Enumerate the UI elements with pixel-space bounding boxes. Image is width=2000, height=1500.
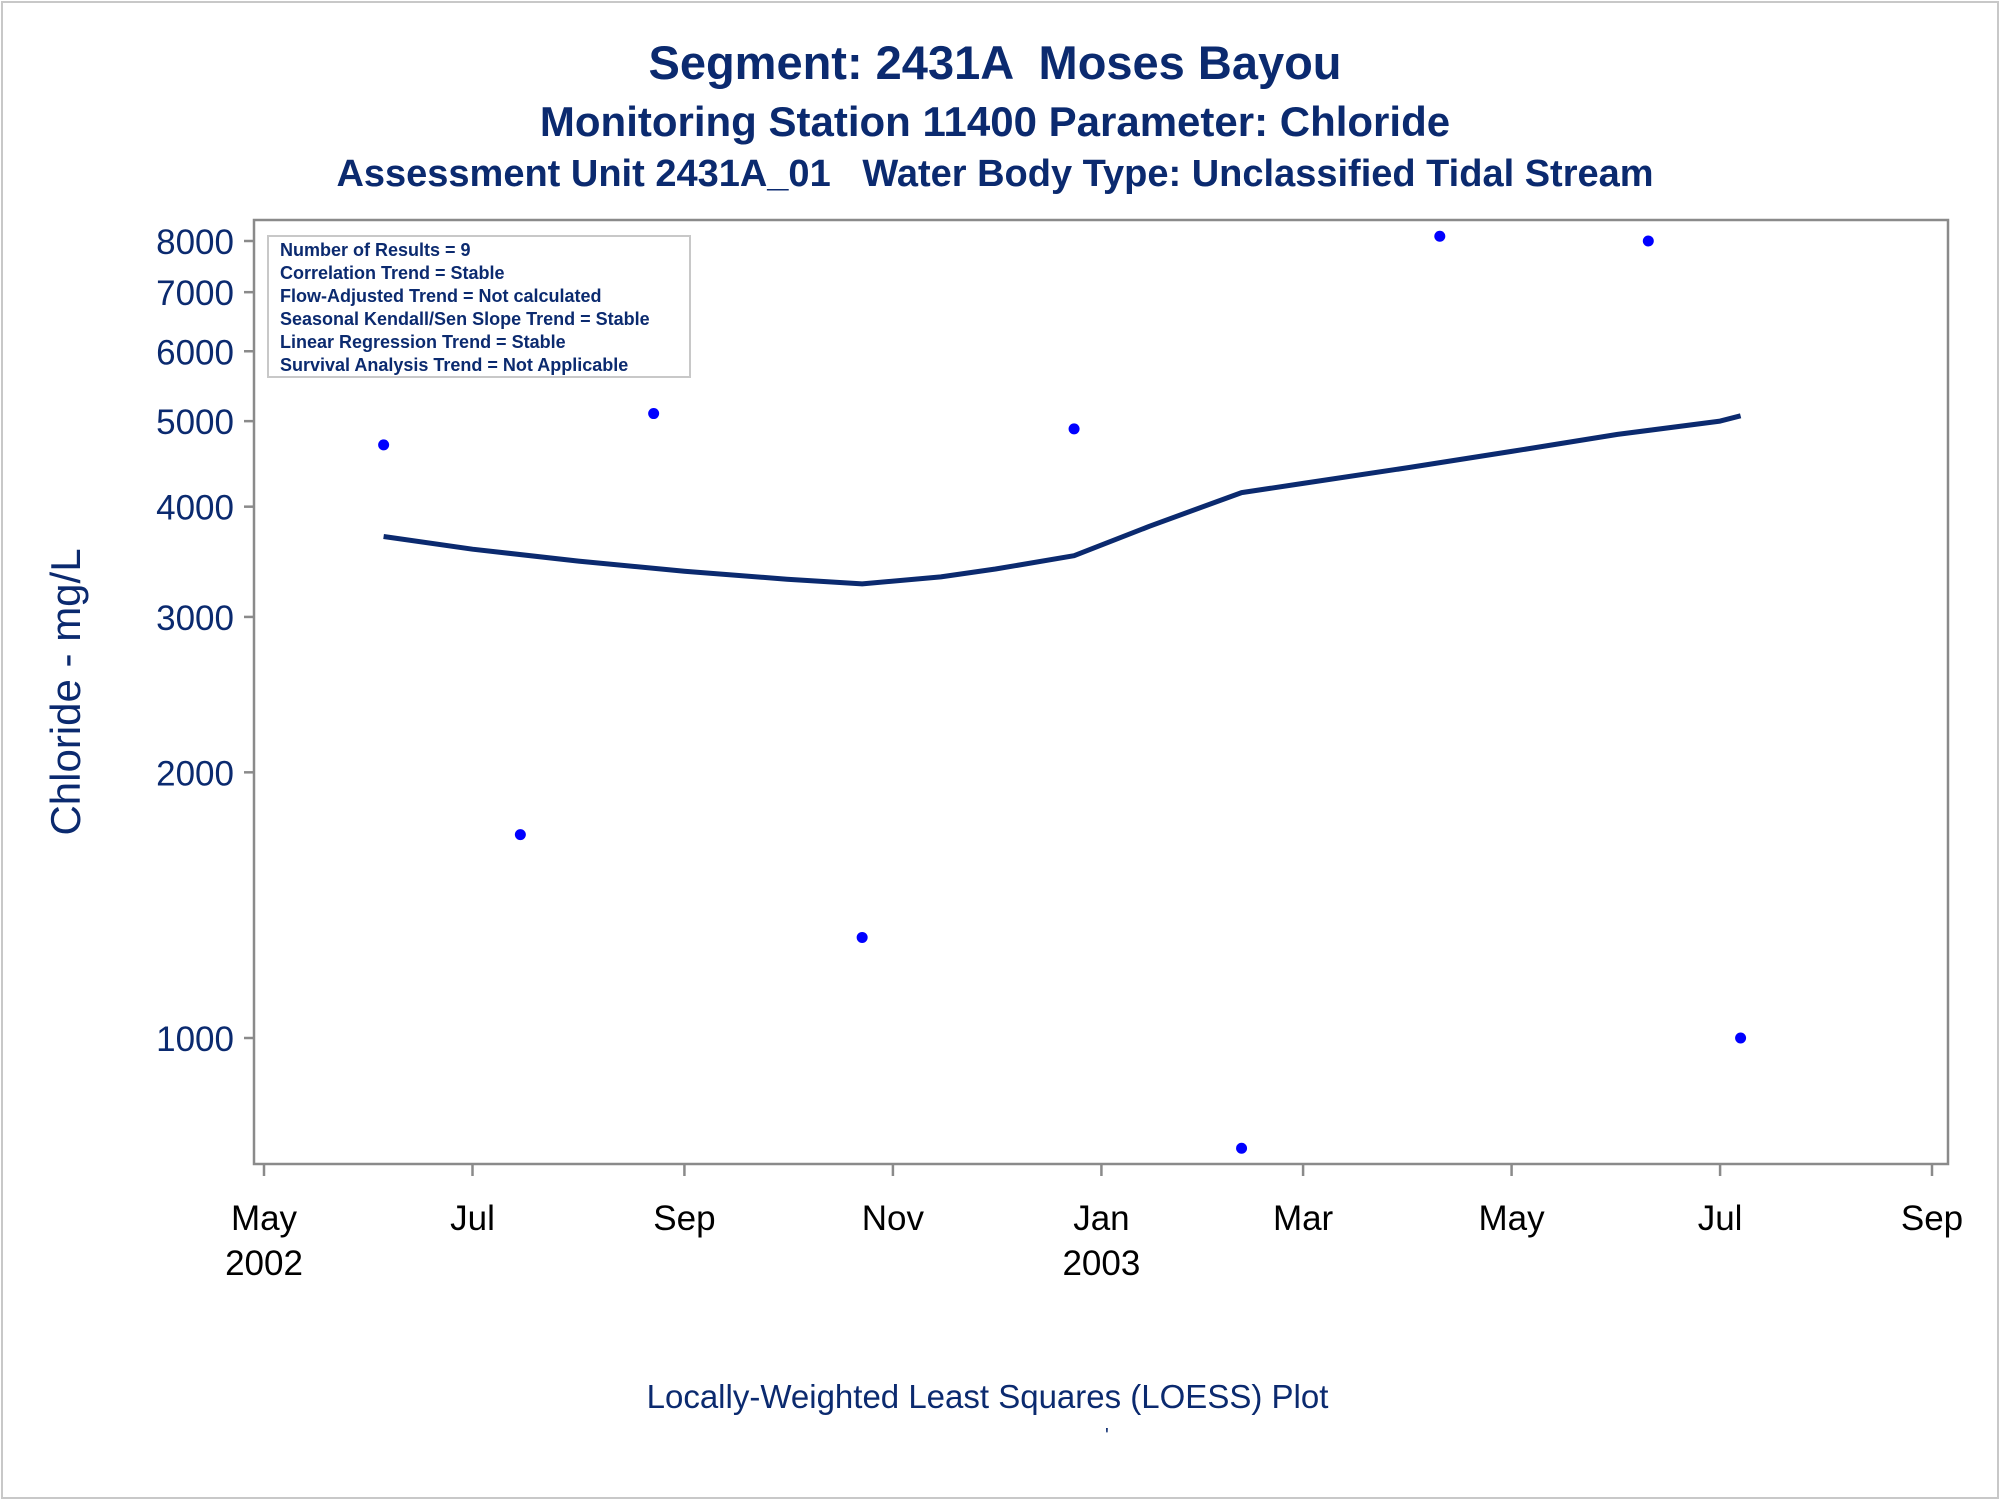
x-tick-label: Jan [1073, 1199, 1129, 1238]
x-tick-label: May [231, 1199, 298, 1238]
chart-subtitle: Monitoring Station 11400 Parameter: Chlo… [539, 98, 1451, 145]
trend-summary-line: Correlation Trend = Stable [280, 263, 505, 283]
chart-title: Segment: 2431A Moses Bayou [648, 36, 1342, 89]
trend-summary-line: Survival Analysis Trend = Not Applicable [280, 355, 628, 375]
data-point [1068, 423, 1080, 435]
footer-mark: ' [1105, 1425, 1109, 1447]
data-point [1735, 1032, 1747, 1044]
data-point [378, 439, 390, 451]
x-tick-year-label: 2002 [225, 1244, 303, 1283]
x-tick-year-label: 2003 [1062, 1244, 1140, 1283]
x-tick-label: Nov [862, 1199, 925, 1238]
trend-summary-line: Linear Regression Trend = Stable [280, 332, 566, 352]
y-tick-label: 5000 [156, 403, 234, 442]
plot-caption: Locally-Weighted Least Squares (LOESS) P… [646, 1378, 1329, 1415]
x-tick-label: Jul [450, 1199, 495, 1238]
trend-summary-box: Number of Results = 9 Correlation Trend =… [267, 235, 691, 378]
x-tick-label: Jul [1698, 1199, 1743, 1238]
x-tick-label: May [1479, 1199, 1546, 1238]
y-tick-label: 6000 [156, 333, 234, 372]
y-tick-label: 1000 [156, 1020, 234, 1059]
loess-line [383, 413, 1742, 587]
y-tick-label: 7000 [156, 274, 234, 313]
data-point [648, 408, 660, 420]
trend-summary-line: Flow-Adjusted Trend = Not calculated [280, 286, 602, 306]
y-tick-label: 2000 [156, 754, 234, 793]
data-point [514, 829, 526, 841]
y-tick-label: 4000 [156, 489, 234, 528]
chart-subtitle-2: Assessment Unit 2431A_01 Water Body Type… [336, 153, 1654, 195]
data-point [1236, 1142, 1248, 1154]
y-tick-label: 3000 [156, 599, 234, 638]
trend-summary-line: Seasonal Kendall/Sen Slope Trend = Stabl… [280, 309, 650, 329]
x-tick-label: Sep [1901, 1199, 1963, 1238]
data-point [1434, 230, 1446, 242]
x-tick-label: Sep [653, 1199, 715, 1238]
data-point [856, 931, 868, 943]
data-point [1642, 235, 1654, 247]
trend-summary-line: Number of Results = 9 [280, 240, 471, 260]
y-tick-label: 8000 [156, 223, 234, 262]
y-axis-label: Chloride - mg/L [42, 548, 89, 835]
x-tick-label: Mar [1273, 1199, 1334, 1238]
